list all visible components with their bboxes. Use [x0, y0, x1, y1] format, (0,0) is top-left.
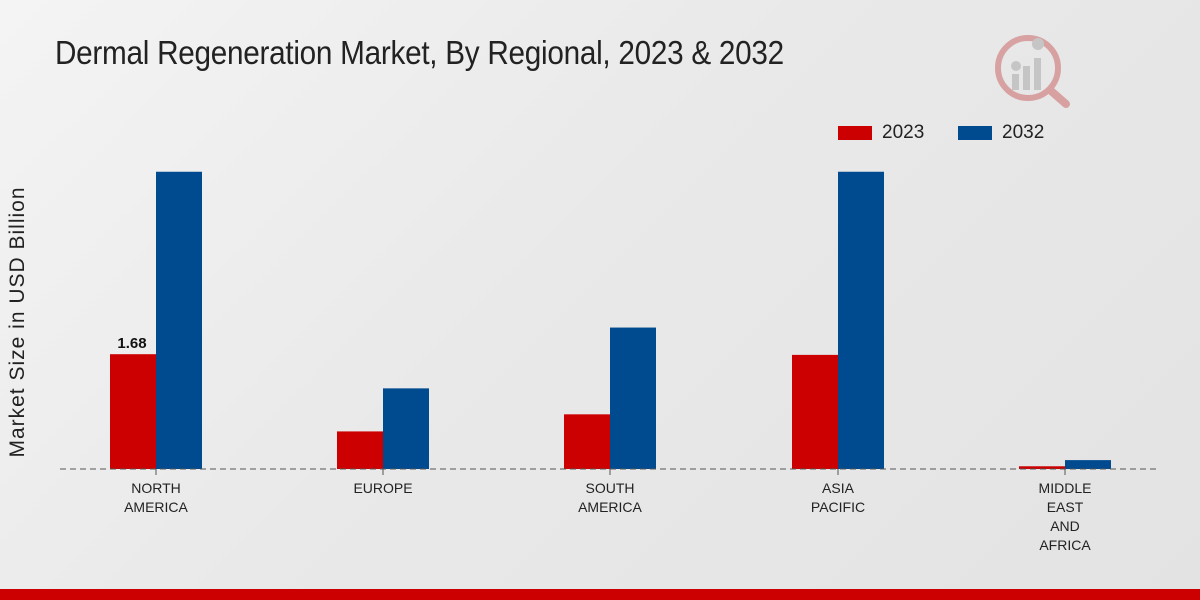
legend-swatch-2023	[838, 126, 872, 140]
bar-2032-1	[383, 388, 429, 469]
bar-2032-3	[838, 171, 884, 469]
bar-2032-0	[156, 171, 202, 469]
bottom-accent-bar	[0, 589, 1200, 600]
bar-2023-4	[1019, 466, 1065, 469]
x-tick-label: MIDDLE EAST AND AFRICA	[1039, 480, 1092, 553]
bar-2023-1	[337, 431, 383, 469]
legend-label-2032: 2032	[1002, 122, 1045, 143]
x-tick-label: SOUTH AMERICA	[578, 480, 642, 515]
legend-label-2023: 2023	[882, 122, 925, 143]
x-tick-label: NORTH AMERICA	[124, 480, 188, 515]
data-label: 1.68	[117, 335, 146, 352]
watermark-logo-icon	[992, 30, 1072, 110]
bar-2023-3	[792, 354, 838, 469]
bar-2032-4	[1065, 460, 1111, 469]
x-tick-label: ASIA PACIFIC	[811, 480, 865, 515]
chart-title: Dermal Regeneration Market, By Regional,…	[55, 34, 784, 71]
legend-swatch-2032	[958, 126, 992, 140]
bar-2032-2	[610, 327, 656, 469]
x-tick-label: EUROPE	[353, 480, 412, 496]
bar-2023-2	[564, 414, 610, 469]
bar-2023-0	[110, 354, 156, 469]
